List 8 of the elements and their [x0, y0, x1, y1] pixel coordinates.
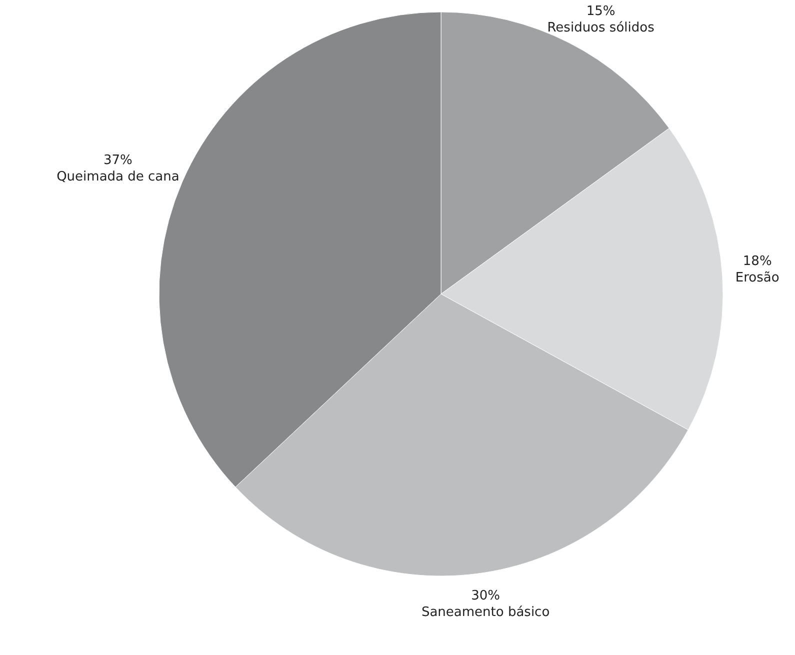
data-label: 37%: [103, 153, 132, 168]
slice-label: Saneamento básico: [421, 604, 550, 620]
slice-label: Erosão: [735, 270, 780, 286]
data-label: 15%: [586, 4, 616, 20]
slice-label: Residuos sólidos: [547, 20, 655, 36]
slice-label: Queimada de cana: [56, 169, 180, 184]
data-label: 18%: [742, 254, 772, 270]
data-label: 30%: [471, 588, 500, 604]
